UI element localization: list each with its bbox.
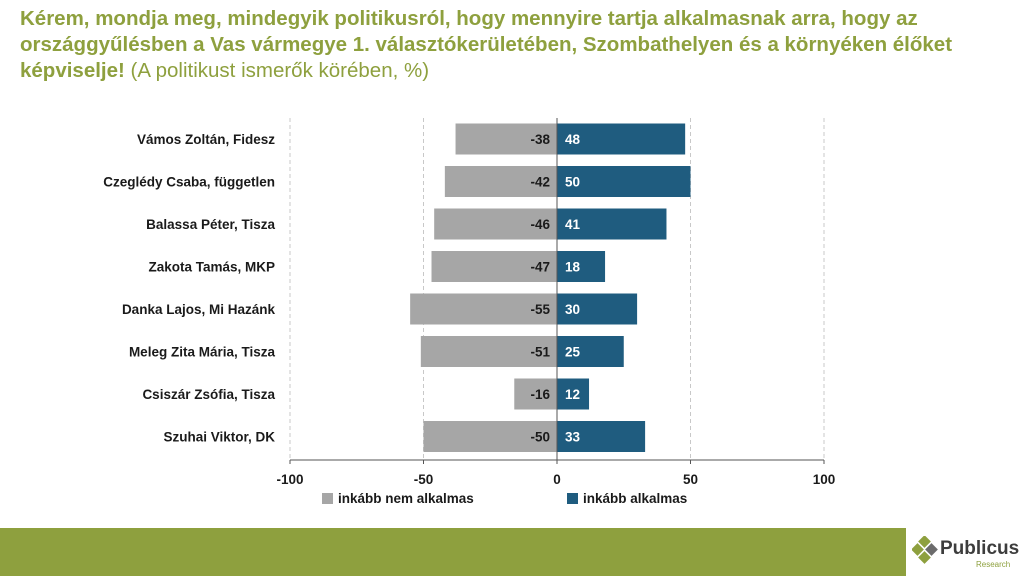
- bar-negative: [423, 421, 557, 452]
- bar-negative: [431, 251, 557, 282]
- category-label: Danka Lajos, Mi Hazánk: [122, 302, 276, 317]
- category-label: Zakota Tamás, MKP: [148, 260, 275, 275]
- diverging-bar-chart: Vámos Zoltán, Fidesz -38 48 Czeglédy Csaba,…: [103, 118, 836, 506]
- category-label: Vámos Zoltán, Fidesz: [137, 132, 275, 147]
- legend-swatch-positive: [567, 493, 578, 504]
- bar-positive: [557, 208, 667, 240]
- data-label-negative: -50: [530, 430, 550, 445]
- footer-bar: [0, 528, 906, 576]
- data-label-negative: -42: [530, 175, 550, 190]
- data-label-negative: -38: [530, 132, 550, 147]
- category-label: Czeglédy Csaba, független: [103, 175, 275, 190]
- title-note: (A politikust ismerők körében, %): [130, 59, 430, 82]
- category-label: Csiszár Zsófia, Tisza: [142, 387, 275, 402]
- data-label-negative: -51: [530, 345, 550, 360]
- x-tick-label: 100: [813, 472, 836, 487]
- bar-positive: [557, 166, 691, 197]
- data-label-positive: 25: [565, 345, 581, 360]
- bar-negative: [434, 208, 557, 240]
- logo-mark-icon: [912, 536, 938, 564]
- x-tick-label: 0: [553, 472, 561, 487]
- data-label-negative: -47: [530, 260, 550, 275]
- legend-label-positive: inkább alkalmas: [583, 491, 687, 506]
- title-question: Kérem, mondja meg, mindegyik politikusró…: [20, 7, 953, 82]
- bar-negative: [444, 166, 557, 197]
- category-label: Meleg Zita Mária, Tisza: [129, 345, 276, 360]
- legend-label-negative: inkább nem alkalmas: [338, 491, 474, 506]
- bar-positive: [557, 251, 606, 282]
- data-label-positive: 50: [565, 175, 580, 190]
- legend-swatch-negative: [322, 493, 333, 504]
- bar-positive: [557, 293, 638, 325]
- category-label: Balassa Péter, Tisza: [146, 217, 275, 232]
- logo-subtitle: Research: [976, 560, 1011, 569]
- data-label-negative: -46: [530, 217, 550, 232]
- publicus-logo: Publicus Research: [912, 536, 1024, 572]
- category-label: Szuhai Viktor, DK: [163, 430, 275, 445]
- data-label-positive: 48: [565, 132, 581, 147]
- x-tick-label: -50: [414, 472, 434, 487]
- data-label-positive: 18: [565, 260, 581, 275]
- bar-negative: [455, 123, 557, 155]
- logo-name: Publicus: [940, 538, 1020, 559]
- data-label-positive: 12: [565, 387, 580, 402]
- data-label-negative: -16: [530, 387, 550, 402]
- bar-negative: [410, 293, 557, 325]
- bar-positive: [557, 378, 590, 410]
- bar-positive: [557, 123, 686, 155]
- data-label-negative: -55: [530, 302, 550, 317]
- bar-negative: [420, 336, 557, 367]
- x-tick-label: -100: [276, 472, 303, 487]
- data-label-positive: 30: [565, 302, 580, 317]
- data-label-positive: 33: [565, 430, 581, 445]
- data-label-positive: 41: [565, 217, 581, 232]
- bar-positive: [557, 421, 646, 452]
- chart-title: Kérem, mondja meg, mindegyik politikusró…: [20, 6, 1010, 84]
- bar-negative: [514, 378, 557, 410]
- bar-positive: [557, 336, 624, 367]
- x-tick-label: 50: [683, 472, 698, 487]
